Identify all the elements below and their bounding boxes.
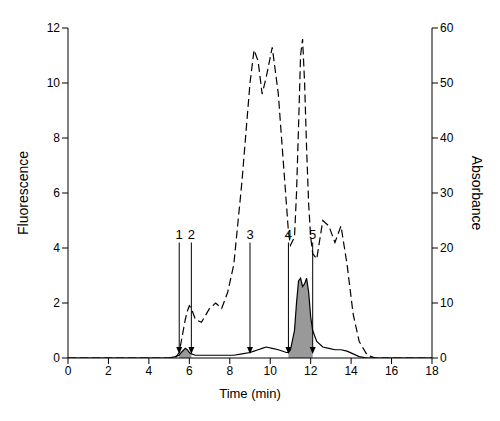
svg-text:0: 0 [65, 364, 72, 378]
svg-text:14: 14 [344, 364, 358, 378]
svg-text:40: 40 [440, 131, 454, 145]
svg-text:12: 12 [47, 21, 61, 35]
svg-text:10: 10 [47, 76, 61, 90]
svg-text:2: 2 [53, 296, 60, 310]
svg-text:8: 8 [226, 364, 233, 378]
svg-text:1: 1 [176, 227, 183, 242]
svg-text:8: 8 [53, 131, 60, 145]
svg-text:0: 0 [440, 351, 447, 365]
svg-text:30: 30 [440, 186, 454, 200]
svg-text:3: 3 [246, 227, 253, 242]
svg-text:Fluorescence: Fluorescence [15, 151, 31, 235]
svg-text:0: 0 [53, 351, 60, 365]
svg-text:6: 6 [186, 364, 193, 378]
svg-text:18: 18 [425, 364, 439, 378]
svg-text:Absorbance: Absorbance [469, 156, 485, 231]
svg-text:10: 10 [264, 364, 278, 378]
svg-text:20: 20 [440, 241, 454, 255]
svg-text:4: 4 [53, 241, 60, 255]
svg-text:6: 6 [53, 186, 60, 200]
svg-text:50: 50 [440, 76, 454, 90]
svg-text:4: 4 [285, 227, 292, 242]
svg-text:4: 4 [146, 364, 153, 378]
svg-text:Time (min): Time (min) [219, 386, 281, 401]
svg-text:2: 2 [188, 227, 195, 242]
svg-text:16: 16 [385, 364, 399, 378]
svg-text:12: 12 [304, 364, 318, 378]
svg-text:60: 60 [440, 21, 454, 35]
svg-text:2: 2 [105, 364, 112, 378]
svg-text:10: 10 [440, 296, 454, 310]
svg-text:5: 5 [309, 227, 316, 242]
